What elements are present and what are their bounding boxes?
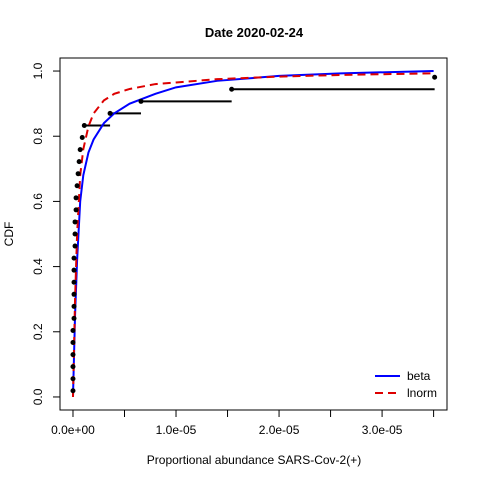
ecdf-point bbox=[70, 352, 76, 358]
ecdf-point bbox=[71, 267, 77, 273]
x-tick-label: 1.0e-05 bbox=[156, 423, 197, 437]
ecdf-point bbox=[138, 98, 144, 104]
ecdf-point bbox=[71, 303, 77, 309]
ecdf-point bbox=[71, 315, 77, 321]
ecdf-point bbox=[229, 86, 235, 92]
ecdf-point bbox=[72, 231, 78, 237]
ecdf-point bbox=[79, 135, 85, 141]
ecdf-point bbox=[77, 147, 83, 153]
y-axis-label: CDF bbox=[2, 222, 16, 247]
ecdf-point bbox=[70, 388, 76, 394]
y-tick-label: 1.0 bbox=[31, 62, 45, 79]
ecdf-point bbox=[70, 340, 76, 346]
ecdf-point bbox=[72, 219, 78, 225]
ecdf-point bbox=[107, 110, 113, 116]
ecdf-point bbox=[70, 327, 76, 333]
x-tick-label: 0.0e+00 bbox=[51, 423, 95, 437]
y-tick-label: 0.0 bbox=[31, 388, 45, 405]
ecdf-point bbox=[72, 243, 78, 249]
ecdf-point bbox=[71, 255, 77, 261]
chart-title: Date 2020-02-24 bbox=[205, 25, 304, 40]
y-tick-label: 0.8 bbox=[31, 128, 45, 145]
y-tick-label: 0.6 bbox=[31, 193, 45, 210]
ecdf-point bbox=[71, 291, 77, 297]
ecdf-point bbox=[70, 376, 76, 382]
ecdf-point bbox=[74, 183, 80, 189]
ecdf-point bbox=[75, 171, 81, 177]
ecdf-point bbox=[70, 364, 76, 370]
cdf-curve bbox=[71, 72, 434, 397]
y-tick-label: 0.4 bbox=[31, 258, 45, 275]
ecdf-point bbox=[73, 207, 79, 213]
ecdf-point bbox=[76, 159, 82, 165]
x-tick-label: 3.0e-05 bbox=[362, 423, 403, 437]
ecdf-point bbox=[432, 74, 438, 80]
x-axis-label: Proportional abundance SARS-Cov-2(+) bbox=[147, 453, 361, 467]
ecdf-point bbox=[81, 122, 87, 128]
plot-frame bbox=[59, 57, 448, 411]
x-tick-label: 2.0e-05 bbox=[259, 423, 300, 437]
legend-label: lnorm bbox=[407, 386, 437, 400]
legend-label: beta bbox=[407, 369, 431, 383]
y-tick-label: 0.2 bbox=[31, 323, 45, 340]
ecdf-point bbox=[73, 195, 79, 201]
ecdf-point bbox=[71, 279, 77, 285]
